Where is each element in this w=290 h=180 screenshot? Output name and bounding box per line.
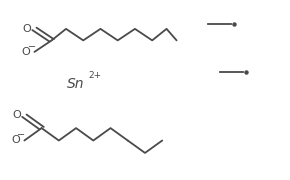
Text: O: O <box>11 135 20 145</box>
Text: −: − <box>28 42 36 52</box>
Text: O: O <box>12 110 21 120</box>
Text: 2+: 2+ <box>88 71 101 80</box>
Text: Sn: Sn <box>67 77 85 91</box>
Text: O: O <box>22 24 31 33</box>
Text: O: O <box>21 47 30 57</box>
Text: −: − <box>17 130 26 140</box>
